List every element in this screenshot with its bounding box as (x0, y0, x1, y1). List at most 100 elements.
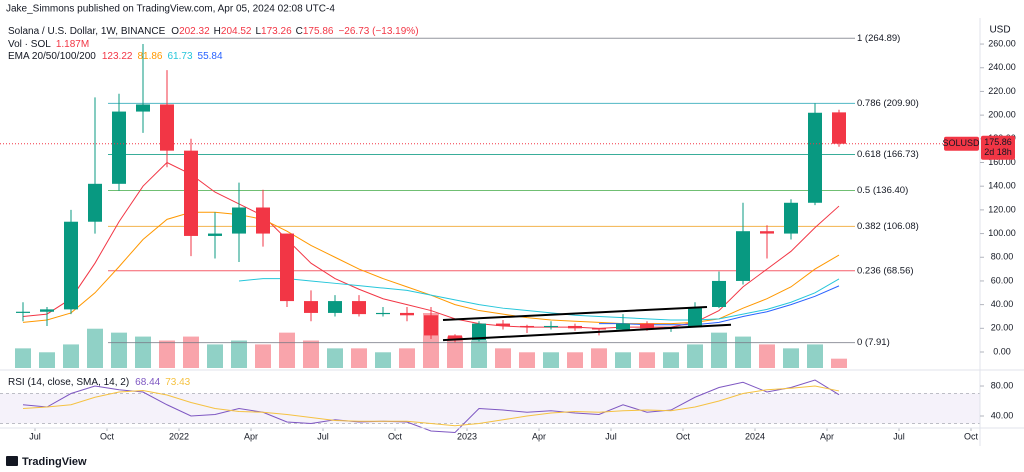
rsi-ma-value: 73.43 (165, 377, 190, 388)
rsi-band (0, 393, 980, 424)
ohlc-value: 175.86 (303, 26, 334, 37)
volume-bar (735, 336, 751, 368)
x-tick-label: 2022 (169, 431, 189, 441)
volume-bar (159, 340, 175, 368)
candle-body (112, 111, 126, 184)
x-tick-label: Apr (244, 431, 258, 441)
candle-body (40, 309, 54, 312)
candle-body (736, 231, 750, 281)
volume-bar (135, 336, 151, 368)
x-tick-label: Apr (820, 431, 834, 441)
volume-bar (615, 352, 631, 368)
volume-bar (831, 358, 847, 368)
fib-label: 0.382 (106.08) (857, 221, 919, 232)
volume-bar (543, 352, 559, 368)
volume-bar (447, 336, 463, 368)
ema-value: 123.22 (102, 51, 133, 62)
y-tick-label: 20.00 (991, 323, 1014, 333)
fib-label: 0.236 (68.56) (857, 265, 914, 276)
candle-body (64, 221, 78, 310)
rsi-tick-label: 40.00 (991, 410, 1014, 420)
volume-bar (639, 352, 655, 368)
volume-bar (783, 348, 799, 368)
volume-bar (471, 340, 487, 368)
y-tick-label: 40.00 (991, 299, 1014, 309)
legend-ema: EMA 20/50/100/200 123.22 81.86 61.73 55.84 (8, 51, 223, 62)
x-tick-label: Jul (29, 431, 41, 441)
price-tag-value: 175.86 (984, 137, 1012, 147)
x-tick-label: 2024 (745, 431, 765, 441)
candle-body (136, 104, 150, 112)
volume-bar (375, 352, 391, 368)
price-tag (981, 135, 1015, 160)
volume-bar (111, 332, 127, 368)
ohlc-label: L (255, 26, 261, 37)
candle-body (832, 112, 846, 144)
candle-body (256, 207, 270, 234)
rsi-value: 68.44 (135, 377, 160, 388)
y-tick-label: 100.00 (988, 228, 1016, 238)
y-tick-label: 240.00 (988, 62, 1016, 72)
candle-body (520, 325, 534, 328)
change: −26.73 (−13.19%) (338, 26, 418, 37)
candle-body (424, 315, 438, 336)
ohlc-label: O (171, 26, 179, 37)
brand: TradingView (6, 456, 87, 468)
ema-name: EMA 20/50/100/200 (8, 51, 96, 62)
brand-name: TradingView (22, 456, 87, 468)
candle-body (760, 231, 774, 234)
candle-body (280, 233, 294, 302)
volume-bar (183, 336, 199, 368)
candle-body (16, 311, 30, 313)
symbol-tag (944, 136, 979, 151)
ema-value: 81.86 (137, 51, 162, 62)
candle-body (496, 323, 510, 326)
x-tick-label: Jul (317, 431, 329, 441)
volume-bar (231, 340, 247, 368)
volume-bar (63, 344, 79, 368)
y-tick-label: 260.00 (988, 38, 1016, 48)
y-tick-label: 0.00 (993, 346, 1011, 356)
x-tick-label: Oct (964, 431, 979, 441)
volume-bar (87, 328, 103, 368)
y-tick-label: 200.00 (988, 109, 1016, 119)
volume-bar (687, 344, 703, 368)
fib-label: 0.786 (209.90) (857, 98, 919, 109)
ohlc-label: C (296, 26, 303, 37)
currency: USD (989, 25, 1010, 36)
volume-bar (351, 348, 367, 368)
x-tick-label: Jul (605, 431, 617, 441)
candle-body (784, 202, 798, 234)
candle-body (568, 325, 582, 329)
x-tick-label: Oct (676, 431, 691, 441)
y-tick-label: 60.00 (991, 275, 1014, 285)
brand-logo (6, 456, 18, 466)
volume-bar (207, 344, 223, 368)
price-tag-countdown: 2d 18h (984, 147, 1012, 157)
volume-bar (807, 344, 823, 368)
volume-bar (399, 348, 415, 368)
volume-bar (591, 348, 607, 368)
volume-bar (279, 332, 295, 368)
ema-line (238, 278, 840, 321)
symbol-tag-label: SOLUSD (942, 138, 980, 148)
fib-label: 0.618 (166.73) (857, 149, 919, 160)
volume-bar (663, 352, 679, 368)
volume-name: Vol · SOL (8, 39, 51, 50)
x-tick-label: Oct (388, 431, 403, 441)
volume-bar (519, 352, 535, 368)
rsi-line (22, 379, 840, 434)
candle-body (592, 328, 606, 330)
x-tick-label: Oct (100, 431, 115, 441)
y-tick-label: 80.00 (991, 252, 1014, 262)
fib-label: 0.5 (136.40) (857, 185, 908, 196)
candle-body (232, 207, 246, 234)
volume-bar (567, 352, 583, 368)
volume-bar (759, 344, 775, 368)
volume-bar (15, 348, 31, 368)
attribution: Jake_Simmons published on TradingView.co… (6, 4, 335, 15)
candle-body (472, 323, 486, 341)
fib-label: 1 (264.89) (857, 33, 900, 44)
price-axis-panel (980, 0, 1024, 446)
